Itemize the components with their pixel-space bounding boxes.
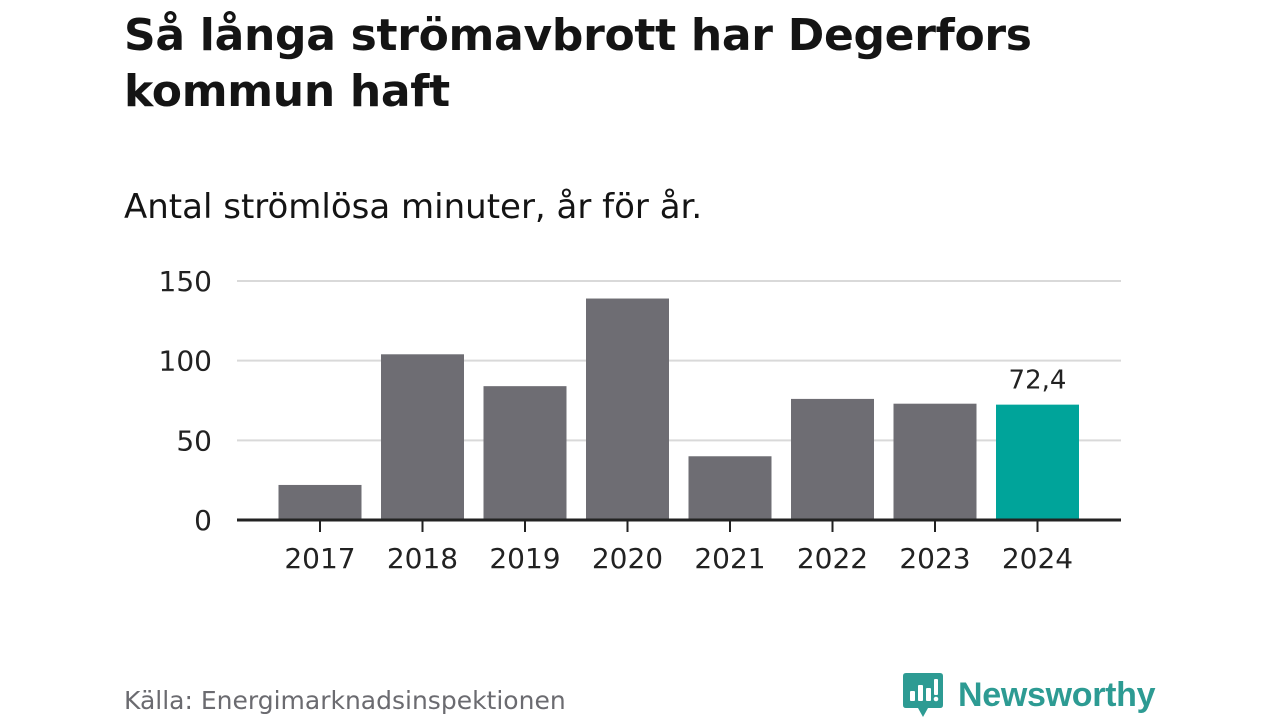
- chart-title: Så långa strömavbrott har Degerfors komm…: [124, 10, 1032, 117]
- bar-2022: [791, 398, 874, 520]
- bar-2021: [688, 456, 772, 520]
- x-tick-label-2021: 2021: [694, 542, 765, 575]
- y-axis-ticks: 0 50 100 150: [159, 265, 212, 537]
- y-tick-label: 0: [194, 504, 212, 537]
- x-tick-label-2023: 2023: [899, 542, 970, 575]
- x-tick-label-2022: 2022: [797, 542, 868, 575]
- chart-subtitle: Antal strömlösa minuter, år för år.: [124, 187, 703, 227]
- x-tick-label-2017: 2017: [284, 542, 355, 575]
- x-axis: 2017 2018 2019 2020 2021 2022 2023 2024: [237, 518, 1121, 575]
- source-note: Källa: Energimarknadsinspektionen: [124, 686, 566, 715]
- y-tick-label: 50: [176, 424, 212, 457]
- bar-2024: [996, 404, 1079, 520]
- bar-2019: [483, 386, 567, 520]
- bars: [278, 298, 1079, 520]
- bar-2023: [893, 403, 977, 520]
- x-tick-label-2018: 2018: [387, 542, 458, 575]
- x-tick-label-2024: 2024: [1002, 542, 1073, 575]
- gridlines: [237, 280, 1121, 442]
- y-tick-label: 100: [159, 345, 212, 378]
- y-tick-label: 150: [159, 265, 212, 298]
- brand-name: Newsworthy: [958, 675, 1156, 714]
- x-tick-label-2019: 2019: [489, 542, 560, 575]
- data-label-2024: 72,4: [1009, 366, 1067, 396]
- bar-2018: [381, 354, 464, 520]
- brand-logo: Newsworthy: [902, 671, 1156, 719]
- bar-2020: [586, 298, 669, 520]
- data-labels: 72,4: [1009, 366, 1067, 396]
- bar-2017: [278, 484, 362, 520]
- newsworthy-logo-icon: [903, 673, 943, 717]
- x-tick-label-2020: 2020: [592, 542, 663, 575]
